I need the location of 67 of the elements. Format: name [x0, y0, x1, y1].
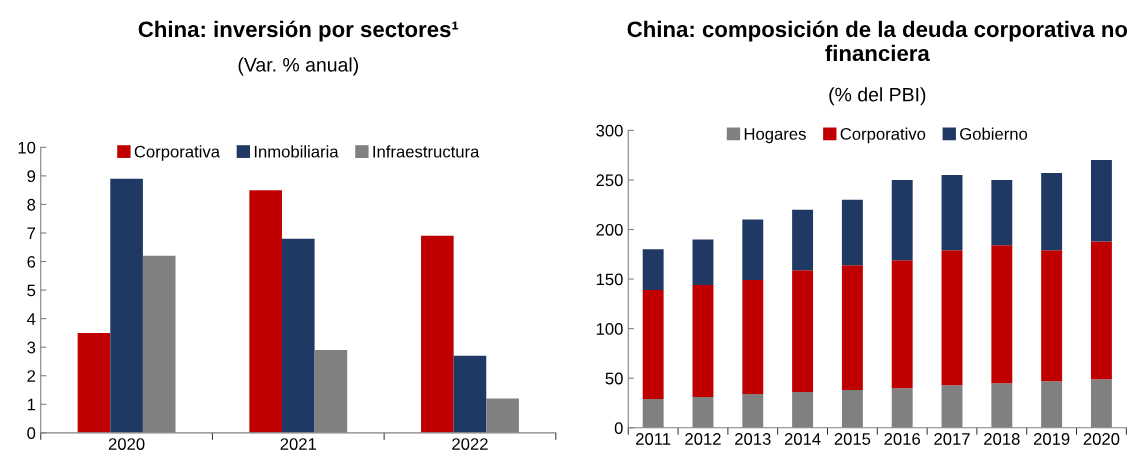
bar [77, 332, 111, 433]
bar [941, 250, 963, 386]
y-tick-label: 5 [27, 284, 36, 297]
y-tick-label: 3 [27, 341, 36, 354]
bar [891, 260, 913, 389]
x-tick-label: 2014 [784, 433, 821, 445]
bar [841, 265, 863, 391]
chart-subtitle: (% del PBI) [829, 87, 926, 106]
bar [991, 179, 1013, 246]
y-tick-label: 10 [18, 141, 36, 154]
y-tick-label: 2 [27, 370, 36, 382]
y-tick-label: 50 [605, 372, 623, 385]
legend-label: Inmobiliaria [254, 145, 339, 158]
legend-label: Hogares [744, 128, 806, 144]
legend-label: Corporativo [840, 127, 926, 144]
bar [742, 219, 764, 281]
bar [991, 245, 1013, 384]
bar [453, 355, 487, 433]
bar [792, 209, 814, 271]
legend-label: Gobierno [960, 127, 1028, 140]
y-tick-label: 6 [27, 255, 36, 268]
y-tick-label: 200 [596, 223, 623, 236]
bar [1090, 160, 1112, 242]
x-tick-label: 2021 [280, 438, 317, 450]
bar [692, 285, 714, 398]
legend-label: Corporativa [134, 145, 221, 161]
x-tick-label: 2019 [1033, 433, 1070, 445]
bar [1090, 241, 1112, 380]
bar [792, 270, 814, 393]
chart-title: China: composición de la deuda corporativa no financiera [627, 20, 1128, 62]
y-tick-label: 100 [596, 323, 623, 335]
bar [1041, 172, 1063, 251]
x-tick-label: 2012 [685, 433, 721, 445]
x-tick-label: 2022 [452, 438, 488, 450]
y-tick-label: 1 [27, 398, 36, 411]
bar [642, 249, 664, 290]
x-tick-label: 2020 [108, 438, 145, 450]
y-tick-label: 250 [596, 174, 623, 187]
x-tick-label: 2015 [834, 433, 871, 445]
y-tick-label: 0 [27, 427, 36, 440]
x-tick-label: 2016 [884, 433, 921, 445]
x-tick-label: 2020 [1083, 433, 1120, 445]
y-tick-label: 300 [596, 124, 623, 137]
x-tick-label: 2017 [934, 433, 970, 445]
y-tick-label: 0 [614, 422, 623, 434]
y-tick-label: 4 [27, 313, 36, 325]
chart-title: China: inversión por sectores¹ [138, 20, 459, 42]
bar [692, 239, 714, 286]
bar [891, 179, 913, 261]
x-tick-label: 2018 [984, 433, 1020, 445]
y-tick-label: 7 [27, 227, 36, 240]
x-tick-label: 2013 [735, 433, 771, 445]
legend-label: Infraestructura [373, 145, 480, 158]
y-tick-label: 9 [27, 170, 36, 183]
bar [642, 289, 664, 400]
bar [281, 238, 315, 433]
bar [941, 174, 963, 251]
bar [742, 280, 764, 395]
bar [421, 235, 454, 433]
y-tick-label: 8 [27, 198, 36, 211]
chart-subtitle: (Var. % anual) [238, 57, 358, 76]
y-tick-label: 150 [596, 273, 623, 286]
bar [1041, 250, 1063, 382]
bar [110, 178, 143, 433]
bar [841, 199, 863, 266]
x-tick-label: 2011 [636, 433, 671, 445]
bar [249, 190, 282, 433]
